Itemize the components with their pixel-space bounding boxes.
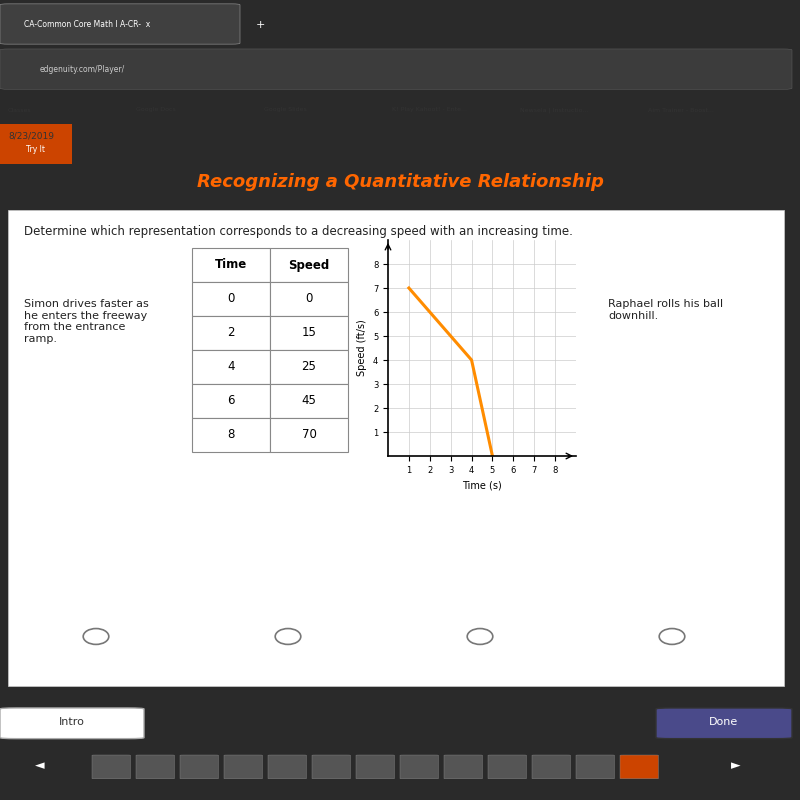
Text: ►: ►: [731, 759, 741, 773]
Text: Classes: Classes: [8, 107, 32, 113]
X-axis label: Time (s): Time (s): [462, 480, 502, 490]
FancyBboxPatch shape: [224, 755, 262, 778]
Bar: [192, 384, 270, 418]
Text: 70: 70: [302, 429, 317, 442]
Text: 15: 15: [302, 326, 317, 339]
FancyBboxPatch shape: [136, 755, 174, 778]
Text: Google Docs: Google Docs: [136, 107, 176, 113]
Text: Done: Done: [710, 717, 738, 727]
Text: Intro: Intro: [59, 717, 85, 727]
Text: 45: 45: [302, 394, 317, 407]
Text: +: +: [256, 20, 266, 30]
Bar: [0, 124, 72, 164]
FancyBboxPatch shape: [444, 755, 482, 778]
FancyBboxPatch shape: [356, 755, 394, 778]
Text: 8: 8: [227, 429, 234, 442]
Text: 4: 4: [227, 361, 234, 374]
FancyBboxPatch shape: [532, 755, 570, 778]
Y-axis label: Speed (ft/s): Speed (ft/s): [358, 320, 367, 376]
FancyBboxPatch shape: [488, 755, 526, 778]
Text: Google Slides: Google Slides: [264, 107, 306, 113]
Text: Time: Time: [215, 258, 247, 271]
Text: ◄: ◄: [35, 759, 45, 773]
FancyBboxPatch shape: [312, 755, 350, 778]
Text: 25: 25: [302, 361, 317, 374]
Bar: [270, 350, 348, 384]
Text: Raphael rolls his ball
downhill.: Raphael rolls his ball downhill.: [608, 299, 723, 321]
Bar: [192, 350, 270, 384]
Text: 0: 0: [227, 293, 234, 306]
FancyBboxPatch shape: [400, 755, 438, 778]
FancyBboxPatch shape: [620, 755, 658, 778]
Text: Determine which representation corresponds to a decreasing speed with an increas: Determine which representation correspon…: [24, 225, 573, 238]
Bar: [270, 316, 348, 350]
FancyBboxPatch shape: [0, 49, 792, 90]
Text: Newsela | Instructio...: Newsela | Instructio...: [520, 107, 588, 113]
Text: Recognizing a Quantitative Relationship: Recognizing a Quantitative Relationship: [197, 173, 603, 191]
FancyBboxPatch shape: [268, 755, 306, 778]
Text: K! Play Kahoot! - Ente...: K! Play Kahoot! - Ente...: [392, 107, 467, 113]
Text: Speed: Speed: [288, 258, 330, 271]
Bar: [192, 282, 270, 316]
Bar: [270, 384, 348, 418]
FancyBboxPatch shape: [656, 708, 792, 738]
FancyBboxPatch shape: [0, 4, 240, 44]
Bar: [192, 316, 270, 350]
FancyBboxPatch shape: [92, 755, 130, 778]
FancyBboxPatch shape: [180, 755, 218, 778]
Text: Aim Trainer - Boost...: Aim Trainer - Boost...: [648, 107, 714, 113]
Text: Try It: Try It: [26, 146, 46, 154]
FancyBboxPatch shape: [576, 755, 614, 778]
Text: Simon drives faster as
he enters the freeway
from the entrance
ramp.: Simon drives faster as he enters the fre…: [24, 299, 149, 344]
Bar: [192, 248, 270, 282]
Bar: [270, 418, 348, 452]
Text: 6: 6: [227, 394, 234, 407]
Bar: [270, 282, 348, 316]
Bar: [192, 418, 270, 452]
Text: CA-Common Core Math I A-CR-  x: CA-Common Core Math I A-CR- x: [24, 21, 150, 30]
FancyBboxPatch shape: [0, 708, 144, 738]
Text: 0: 0: [306, 293, 313, 306]
Text: edgenuity.com/Player/: edgenuity.com/Player/: [40, 65, 126, 74]
Text: 2: 2: [227, 326, 234, 339]
Bar: [270, 248, 348, 282]
Text: 8/23/2019: 8/23/2019: [8, 131, 54, 141]
